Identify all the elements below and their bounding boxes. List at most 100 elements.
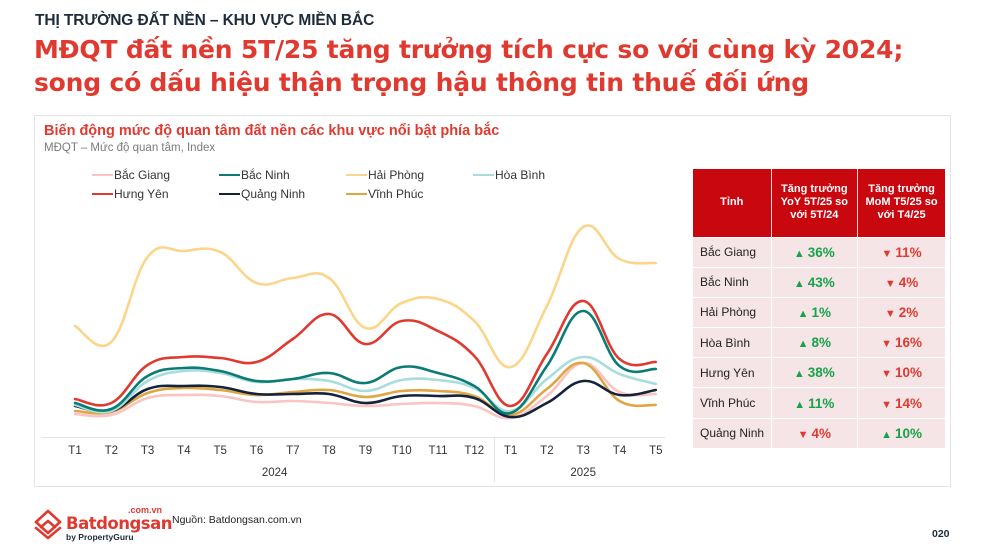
x-group-label: 2025 (570, 467, 596, 479)
triangle-up-icon: ▲ (797, 307, 809, 320)
series-line (73, 299, 658, 408)
yoy-value: 8% (811, 335, 831, 351)
x-group-label: 2024 (261, 467, 288, 479)
x-tick-label: T6 (249, 445, 264, 457)
province-cell: Bắc Ninh (693, 266, 772, 298)
yoy-cell: ▲ 1% (771, 296, 859, 328)
yoy-cell: ▲ 11% (771, 387, 859, 419)
x-tick-label: T9 (358, 445, 373, 457)
legend-label: Vĩnh Phúc (368, 187, 424, 201)
legend-swatch (92, 192, 113, 196)
mom-value: 10% (894, 365, 922, 381)
yoy-value: 38% (807, 365, 835, 381)
triangle-down-icon: ▼ (881, 398, 892, 411)
legend-swatch (346, 173, 367, 177)
province-cell: Vĩnh Phúc (693, 387, 772, 419)
legend-label: Hưng Yên (114, 187, 169, 201)
mom-cell: ▼ 11% (857, 236, 945, 268)
page-number: 020 (932, 528, 950, 540)
mom-cell: ▼ 14% (857, 387, 945, 419)
mom-value: 14% (894, 395, 922, 411)
series-line (73, 309, 658, 415)
province-name: Bắc Ninh (700, 275, 749, 290)
triangle-down-icon: ▼ (884, 277, 896, 290)
yoy-value: 1% (811, 304, 831, 320)
x-tick-label: T5 (649, 445, 663, 457)
x-tick-label: T5 (213, 445, 227, 457)
triangle-up-icon: ▲ (793, 247, 805, 260)
triangle-down-icon: ▼ (797, 428, 809, 441)
x-tick-label: T3 (576, 445, 590, 457)
legend-swatch (473, 173, 494, 177)
logo-tld: .com.vn (128, 505, 163, 515)
series-line (73, 379, 658, 419)
triangle-up-icon: ▲ (797, 338, 809, 351)
province-name: Hưng Yên (700, 365, 755, 380)
legend-item-quang-ninh: Quảng Ninh (219, 187, 305, 201)
x-tick-label: T10 (391, 445, 412, 457)
table-row: Bắc Giang ▲ 36% ▼ 11% (693, 236, 945, 268)
logo-byline: by PropertyGuru (66, 532, 134, 542)
province-cell: Hòa Bình (693, 327, 772, 358)
mom-cell: ▼ 10% (857, 357, 945, 388)
mom-value: 4% (898, 274, 919, 290)
chart-subtitle: MĐQT – Mức độ quan tâm, Index (44, 142, 216, 154)
triangle-down-icon: ▼ (884, 307, 896, 320)
triangle-down-icon: ▼ (881, 368, 892, 381)
legend-label: Bắc Ninh (241, 168, 290, 182)
yoy-cell: ▲ 43% (771, 266, 859, 298)
triangle-up-icon: ▲ (793, 277, 805, 290)
x-tick-label: T4 (177, 445, 191, 457)
province-name: Hòa Bình (700, 335, 751, 350)
x-tick-label: T12 (464, 445, 485, 457)
source-note: Nguồn: Batdongsan.com.vn (172, 514, 302, 526)
series-line (73, 224, 658, 369)
province-name: Vĩnh Phúc (700, 396, 756, 411)
triangle-up-icon: ▲ (793, 368, 805, 381)
growth-table: Tỉnh Tăng trưởng YoY 5T/25 so với 5T/24 … (693, 169, 945, 449)
yoy-value: 4% (811, 425, 831, 441)
table-row: Bắc Ninh ▲ 43% ▼ 4% (693, 266, 945, 298)
legend-swatch (92, 173, 113, 177)
chart-card: Biến động mức độ quan tâm đất nền các kh… (34, 115, 951, 487)
x-tick-label: T4 (612, 445, 627, 457)
section-kicker: THỊ TRƯỜNG ĐẤT NỀN – KHU VỰC MIỀN BẮC (35, 12, 375, 29)
legend-label: Hòa Bình (495, 168, 546, 182)
legend-item-hai-phong: Hải Phòng (346, 168, 424, 182)
yoy-value: 11% (808, 395, 835, 411)
yoy-cell: ▼ 4% (771, 417, 859, 449)
house-logo-icon (34, 509, 62, 540)
table-row: Hòa Bình ▲ 8% ▼ 16% (693, 327, 945, 358)
legend-label: Hải Phòng (368, 168, 425, 182)
mom-value: 10% (894, 425, 922, 441)
triangle-down-icon: ▼ (881, 338, 892, 351)
mom-value: 2% (898, 304, 919, 320)
province-name: Bắc Giang (700, 245, 757, 260)
yoy-cell: ▲ 36% (771, 236, 859, 268)
logo-wordmark: Batdongsan (66, 514, 173, 533)
x-tick-label: T2 (104, 445, 119, 457)
table-header-row: Tỉnh Tăng trưởng YoY 5T/25 so với 5T/24 … (693, 169, 945, 237)
legend-item-hoa-binh: Hòa Bình (473, 168, 545, 182)
series-line (73, 361, 658, 420)
column-header-mom: Tăng trưởng MoM T5/25 so với T4/25 (857, 169, 945, 237)
x-tick-label: T1 (503, 445, 518, 457)
legend-swatch (219, 173, 240, 177)
mom-cell: ▼ 2% (857, 296, 945, 328)
province-cell: Hưng Yên (693, 357, 772, 388)
triangle-down-icon: ▼ (881, 247, 893, 260)
legend-item-bac-giang: Bắc Giang (92, 168, 170, 182)
batdongsan-logo: .com.vn Batdongsan by PropertyGuru (33, 505, 173, 542)
table-row: Vĩnh Phúc ▲ 11% ▼ 14% (693, 387, 945, 419)
yoy-cell: ▲ 38% (771, 357, 859, 388)
legend-swatch (346, 192, 367, 196)
column-header-yoy: Tăng trưởng YoY 5T/25 so với 5T/24 (771, 169, 859, 237)
page-headline: MĐQT đất nền 5T/25 tăng trưởng tích cực … (34, 35, 904, 97)
x-tick-label: T11 (428, 445, 448, 457)
mom-value: 11% (895, 244, 922, 260)
legend-item-vinh-phuc: Vĩnh Phúc (346, 187, 423, 201)
yoy-value: 43% (807, 274, 835, 290)
x-tick-label: T3 (140, 445, 155, 457)
mom-value: 16% (894, 335, 922, 351)
table-row: Hải Phòng ▲ 1% ▼ 2% (693, 296, 945, 328)
